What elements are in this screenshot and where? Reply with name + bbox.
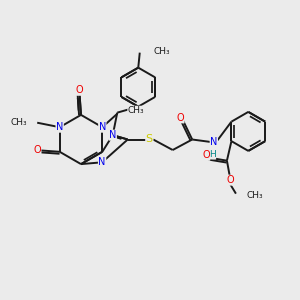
Text: N: N <box>109 130 116 140</box>
Text: S: S <box>146 134 153 145</box>
Text: CH₃: CH₃ <box>246 191 263 200</box>
Text: CH₃: CH₃ <box>10 118 27 127</box>
Text: N: N <box>210 137 218 147</box>
Text: CH₃: CH₃ <box>153 46 170 56</box>
Text: O: O <box>226 175 234 185</box>
Text: O: O <box>202 150 210 160</box>
Text: O: O <box>76 85 83 95</box>
Text: N: N <box>99 122 106 132</box>
Text: N: N <box>98 157 106 167</box>
Text: H: H <box>209 150 216 159</box>
Text: O: O <box>33 145 41 155</box>
Text: O: O <box>176 113 184 123</box>
Text: CH₃: CH₃ <box>128 106 144 115</box>
Text: N: N <box>56 122 63 132</box>
